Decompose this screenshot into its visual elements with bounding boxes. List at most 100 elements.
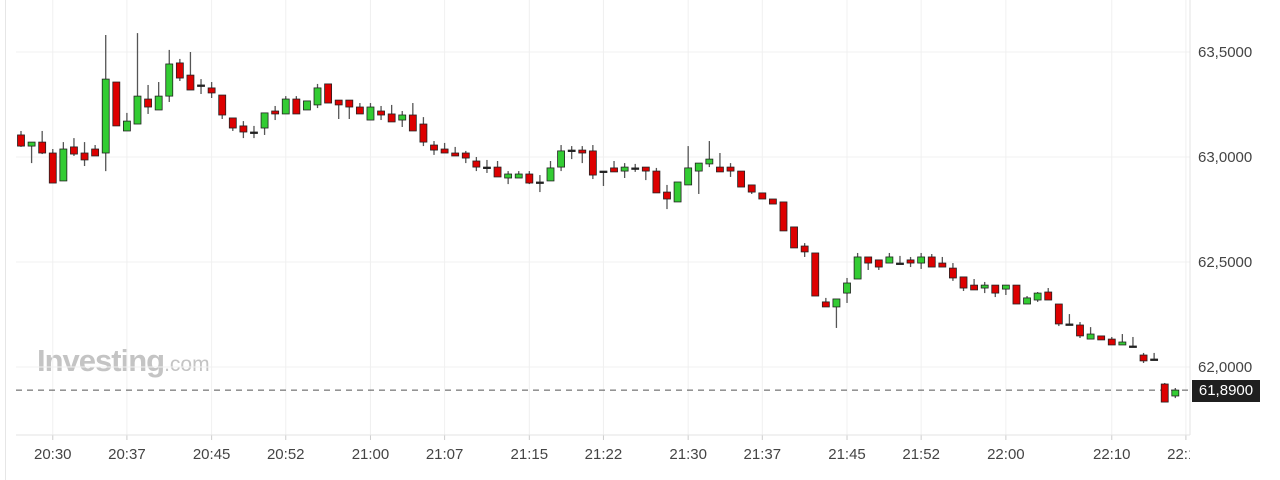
- candle-body: [737, 170, 746, 188]
- candle-body: [917, 256, 926, 264]
- candle-body: [790, 226, 798, 249]
- candle-body: [991, 284, 1000, 294]
- candle-body: [885, 256, 894, 264]
- candle-body: [48, 152, 57, 184]
- candle-body: [864, 256, 873, 264]
- candle-body: [324, 83, 333, 104]
- candle-body: [451, 152, 460, 157]
- candle-body: [1150, 358, 1159, 361]
- candle-body: [154, 95, 163, 111]
- x-tick-label: 21:15: [511, 446, 549, 463]
- candle-body: [1065, 323, 1074, 326]
- candle-body: [779, 201, 788, 232]
- candle-body: [641, 166, 650, 172]
- candle-body: [673, 181, 682, 203]
- candle-body: [536, 181, 544, 184]
- candle-body: [663, 191, 671, 200]
- x-tick-label: 21:00: [352, 446, 390, 463]
- candle-body: [1076, 324, 1084, 337]
- watermark-suffix: .com: [164, 353, 210, 376]
- candle-body: [874, 259, 883, 268]
- candle-body: [980, 284, 989, 289]
- candle-body: [1033, 292, 1042, 301]
- candle-body: [1118, 341, 1127, 346]
- candle-body: [546, 167, 555, 182]
- candle-body: [218, 94, 227, 116]
- candle-body: [853, 256, 862, 280]
- candle-body: [112, 81, 121, 127]
- candle-body: [239, 125, 248, 133]
- candle-body: [620, 166, 629, 172]
- candle-body: [1086, 333, 1095, 340]
- candle-body: [970, 284, 978, 291]
- candle-body: [80, 152, 89, 161]
- candle-body: [726, 166, 735, 172]
- candle-body: [716, 166, 724, 173]
- x-tick-label: 20:30: [34, 446, 72, 463]
- candle-body: [398, 114, 407, 121]
- candle-body: [17, 134, 25, 147]
- candle-body: [334, 99, 343, 106]
- candle-body: [59, 148, 68, 182]
- candle-body: [821, 301, 830, 308]
- candle-body: [557, 150, 565, 168]
- candle-body: [38, 141, 47, 154]
- candle-body: [281, 98, 290, 115]
- chart-frame: [5, 0, 1280, 480]
- x-tick-label: 22:00: [987, 446, 1025, 463]
- candle-body: [292, 98, 301, 115]
- x-tick-label: 21:37: [744, 446, 782, 463]
- candle-body: [588, 150, 597, 176]
- candle-body: [440, 148, 449, 154]
- candle-body: [419, 123, 428, 143]
- candle-body: [461, 152, 470, 159]
- candle-body: [175, 62, 184, 79]
- candle-body: [355, 106, 364, 115]
- candle-body: [1107, 338, 1116, 346]
- x-tick-label: 20:37: [108, 446, 146, 463]
- y-tick-label: 63,5000: [1198, 44, 1252, 61]
- candle-body: [377, 110, 385, 116]
- investing-watermark-logo: Investing.com: [37, 343, 210, 379]
- y-tick-label: 62,0000: [1198, 359, 1252, 376]
- candle-body: [758, 192, 767, 200]
- candle-body: [303, 100, 311, 111]
- candle-body: [493, 166, 502, 178]
- candle-body: [1023, 297, 1031, 305]
- candle-body: [504, 173, 513, 179]
- candle-body: [271, 110, 280, 115]
- candle-body: [472, 160, 481, 168]
- candle-body: [1160, 383, 1169, 403]
- x-tick-label: 21:22: [585, 446, 623, 463]
- x-tick-label: 21:52: [902, 446, 940, 463]
- candle-body: [747, 184, 756, 193]
- candle-body: [101, 78, 110, 154]
- last-price-label: 61,8900: [1192, 380, 1260, 402]
- candle-body: [1139, 354, 1148, 362]
- candle-body: [1044, 291, 1053, 301]
- candle-body: [610, 167, 618, 173]
- y-tick-label: 63,0000: [1198, 149, 1252, 166]
- candle-body: [207, 87, 216, 94]
- candle-body: [525, 173, 534, 184]
- candle-body: [906, 259, 915, 264]
- candle-body: [578, 149, 587, 154]
- candle-body: [896, 262, 904, 265]
- candle-body: [949, 267, 957, 279]
- candle-body: [927, 256, 936, 268]
- candle-body: [430, 144, 438, 151]
- candle-body: [228, 117, 237, 129]
- candle-body: [313, 87, 322, 106]
- candle-body: [959, 276, 968, 289]
- candle-body: [694, 162, 703, 172]
- candle-body: [1054, 303, 1063, 325]
- candle-body: [1129, 345, 1137, 348]
- candle-body: [91, 148, 100, 157]
- x-tick-label: 20:52: [267, 446, 305, 463]
- candle-body: [1171, 389, 1180, 397]
- candle-body: [123, 120, 131, 132]
- x-tick-label: 21:30: [669, 446, 707, 463]
- candle-body: [631, 167, 640, 170]
- candle-body: [345, 99, 354, 108]
